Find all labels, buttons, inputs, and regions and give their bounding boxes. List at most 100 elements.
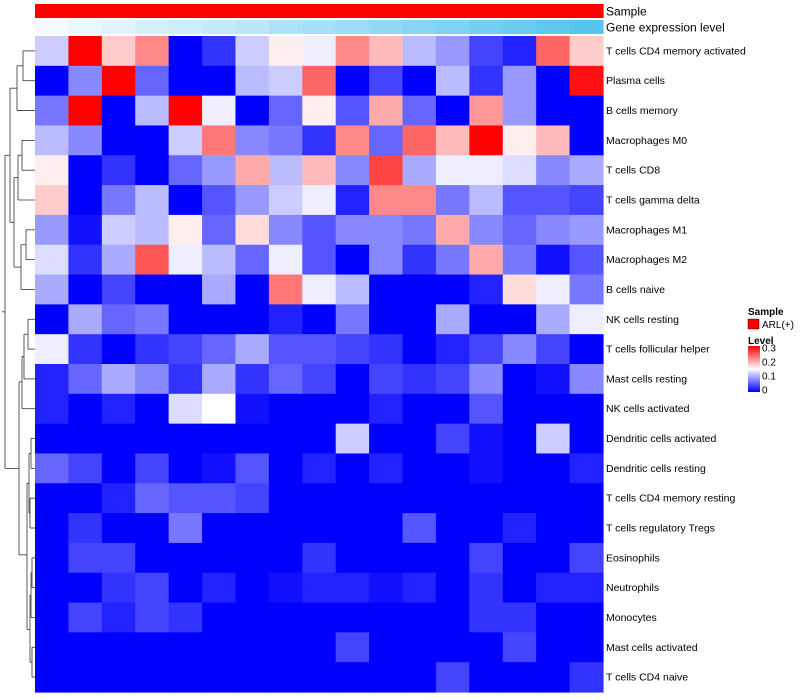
heatmap-cell xyxy=(101,244,136,276)
heatmap-cell xyxy=(235,364,270,395)
heatmap-cell xyxy=(435,214,470,246)
heatmap-cell xyxy=(202,364,237,395)
heatmap-cell xyxy=(502,125,537,156)
heatmap-cell xyxy=(536,662,571,693)
legend-tick-label: 0 xyxy=(762,386,768,397)
heatmap-cell xyxy=(35,36,70,67)
heatmap-cell xyxy=(235,155,270,186)
heatmap-cell xyxy=(435,95,470,127)
heatmap-cells xyxy=(35,36,604,693)
heatmap-cell xyxy=(536,214,571,246)
heatmap-cell xyxy=(268,572,303,604)
legend-colorbar xyxy=(748,346,760,392)
annotation-cell xyxy=(268,20,303,34)
heatmap-cell xyxy=(168,65,203,97)
heatmap-cell xyxy=(168,36,203,67)
heatmap-cell xyxy=(235,214,270,246)
heatmap-cell xyxy=(168,334,203,365)
heatmap-cell xyxy=(369,65,404,97)
heatmap-cell xyxy=(369,155,404,186)
heatmap-cell xyxy=(235,513,270,544)
heatmap-cell xyxy=(135,125,170,156)
heatmap-cell xyxy=(235,334,270,365)
annotation-cell xyxy=(502,20,537,34)
row-label: Neutrophils xyxy=(606,582,659,594)
heatmap-cell xyxy=(302,334,337,365)
heatmap-cell xyxy=(502,632,537,663)
annotation-cell xyxy=(302,4,337,18)
heatmap-cell xyxy=(68,662,103,693)
heatmap-cell xyxy=(135,214,170,246)
heatmap-cell xyxy=(168,155,203,186)
heatmap-cell xyxy=(202,632,237,663)
annotation-cell xyxy=(135,20,170,34)
annotation-cell xyxy=(569,20,604,34)
heatmap-cell xyxy=(235,423,270,455)
heatmap-cell xyxy=(469,572,504,604)
heatmap-cell xyxy=(435,125,470,156)
heatmap-cell xyxy=(335,393,370,425)
heatmap-cell xyxy=(335,542,370,574)
heatmap-cell xyxy=(302,304,337,335)
heatmap-cell xyxy=(435,185,470,216)
row-label: Dendritic cells resting xyxy=(606,463,706,475)
heatmap-cell xyxy=(469,36,504,67)
heatmap-cell xyxy=(268,125,303,156)
heatmap-cell xyxy=(435,602,470,633)
heatmap-cell xyxy=(101,423,136,455)
row-label: Monocytes xyxy=(606,612,657,624)
heatmap-cell xyxy=(68,36,103,67)
heatmap-cell xyxy=(402,453,437,484)
heatmap-cell xyxy=(302,95,337,127)
heatmap-cell xyxy=(335,483,370,514)
heatmap-cell xyxy=(135,244,170,276)
heatmap-cell xyxy=(101,95,136,127)
heatmap-cell xyxy=(335,185,370,216)
heatmap-cell xyxy=(68,423,103,455)
heatmap-cell xyxy=(469,542,504,574)
row-label: T cells CD4 memory resting xyxy=(606,493,735,505)
row-label: T cells CD4 naive xyxy=(606,672,688,684)
heatmap-cell xyxy=(502,155,537,186)
heatmap-cell xyxy=(302,244,337,276)
heatmap-cell xyxy=(168,125,203,156)
heatmap-cell xyxy=(202,542,237,574)
heatmap-cell xyxy=(135,662,170,693)
heatmap-cell xyxy=(168,393,203,425)
heatmap-cell xyxy=(536,274,571,305)
heatmap-cell xyxy=(435,483,470,514)
heatmap-cell xyxy=(101,155,136,186)
heatmap-cell xyxy=(536,572,571,604)
heatmap-cell xyxy=(202,334,237,365)
heatmap-cell xyxy=(402,274,437,305)
heatmap-cell xyxy=(168,423,203,455)
heatmap-cell xyxy=(101,214,136,246)
heatmap-cell xyxy=(302,453,337,484)
heatmap-cell xyxy=(302,662,337,693)
heatmap-cell xyxy=(536,65,571,97)
annotation-cell xyxy=(335,4,370,18)
heatmap-cell xyxy=(569,304,604,335)
heatmap-cell xyxy=(35,304,70,335)
row-label: T cells gamma delta xyxy=(606,195,700,207)
legend-level-title: Level xyxy=(748,336,774,347)
heatmap-cell xyxy=(268,513,303,544)
heatmap-cell xyxy=(202,36,237,67)
heatmap-cell xyxy=(469,95,504,127)
heatmap-cell xyxy=(268,65,303,97)
heatmap-cell xyxy=(369,423,404,455)
heatmap-cell xyxy=(369,662,404,693)
legend-item-label: ARL(+) xyxy=(762,320,794,331)
heatmap-cell xyxy=(135,632,170,663)
annotation-cell xyxy=(168,20,203,34)
heatmap-cell xyxy=(569,602,604,633)
heatmap-cell xyxy=(536,155,571,186)
heatmap-cell xyxy=(68,214,103,246)
heatmap-cell xyxy=(35,542,70,574)
heatmap-cell xyxy=(302,155,337,186)
heatmap-cell xyxy=(235,572,270,604)
heatmap-cell xyxy=(168,483,203,514)
row-label: NK cells activated xyxy=(606,403,690,415)
heatmap-cell xyxy=(168,364,203,395)
annotation-cell xyxy=(435,4,470,18)
